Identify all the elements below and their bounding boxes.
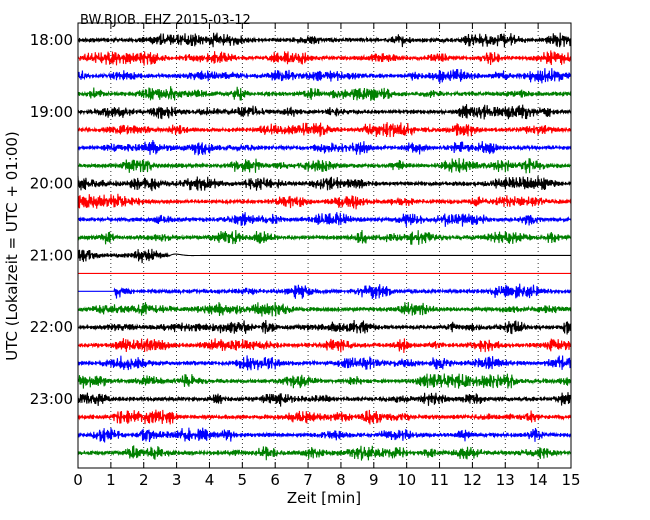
y-tick-label: 19:00 bbox=[30, 103, 73, 121]
trace-9 bbox=[77, 193, 572, 210]
y-tick-label: 18:00 bbox=[30, 31, 73, 49]
x-axis: 0 1 2 3 4 5 6 7 8 9 10 11 12 13 14 15 bbox=[73, 23, 581, 489]
trace-22 bbox=[77, 427, 572, 443]
x-axis-label: Zeit [min] bbox=[287, 489, 361, 507]
trace-10 bbox=[77, 212, 572, 227]
trace-20 bbox=[77, 392, 572, 407]
trace-14 bbox=[78, 283, 572, 300]
x-tick-label: 3 bbox=[172, 471, 182, 489]
plot-frame bbox=[77, 22, 572, 469]
trace-4 bbox=[77, 104, 572, 120]
trace-6 bbox=[77, 139, 572, 156]
trace-17 bbox=[77, 338, 572, 354]
trace-3 bbox=[77, 86, 572, 101]
y-tick-label: 21:00 bbox=[30, 246, 73, 264]
trace-12 bbox=[77, 248, 571, 264]
trace-15 bbox=[77, 301, 572, 317]
trace-19 bbox=[77, 373, 572, 389]
trace-21 bbox=[77, 409, 572, 425]
x-tick-label: 12 bbox=[463, 471, 482, 489]
x-tick-label: 14 bbox=[529, 471, 548, 489]
trace-11 bbox=[77, 229, 572, 245]
x-tick-label: 8 bbox=[336, 471, 346, 489]
x-tick-label: 15 bbox=[561, 471, 580, 489]
chart-title: BW.RJOB..EHZ 2015-03-12 bbox=[80, 13, 251, 28]
trace-5 bbox=[77, 122, 572, 138]
trace-2 bbox=[77, 68, 572, 84]
x-tick-label: 0 bbox=[73, 471, 83, 489]
y-tick-label: 20:00 bbox=[30, 175, 73, 193]
x-tick-label: 13 bbox=[496, 471, 515, 489]
x-tick-label: 11 bbox=[430, 471, 449, 489]
x-tick-label: 6 bbox=[270, 471, 280, 489]
trace-0 bbox=[77, 32, 572, 48]
trace-8 bbox=[77, 175, 572, 192]
y-tick-label: 22:00 bbox=[30, 318, 73, 336]
x-tick-label: 1 bbox=[106, 471, 116, 489]
trace-18 bbox=[77, 355, 572, 371]
trace-23 bbox=[77, 445, 572, 461]
x-tick-label: 9 bbox=[369, 471, 379, 489]
y-axis: 18:00 19:00 20:00 21:00 22:00 23:00 bbox=[30, 31, 84, 408]
seismogram-traces bbox=[77, 32, 572, 461]
x-tick-label: 5 bbox=[238, 471, 248, 489]
trace-1 bbox=[77, 50, 572, 66]
y-axis-label: UTC (Lokalzeit = UTC + 01:00) bbox=[3, 131, 21, 361]
x-tick-label: 7 bbox=[303, 471, 313, 489]
trace-7 bbox=[77, 157, 572, 174]
x-tick-label: 4 bbox=[205, 471, 215, 489]
trace-16 bbox=[77, 319, 572, 335]
y-tick-label: 23:00 bbox=[30, 390, 73, 408]
x-tick-label: 2 bbox=[139, 471, 149, 489]
x-tick-label: 10 bbox=[397, 471, 416, 489]
